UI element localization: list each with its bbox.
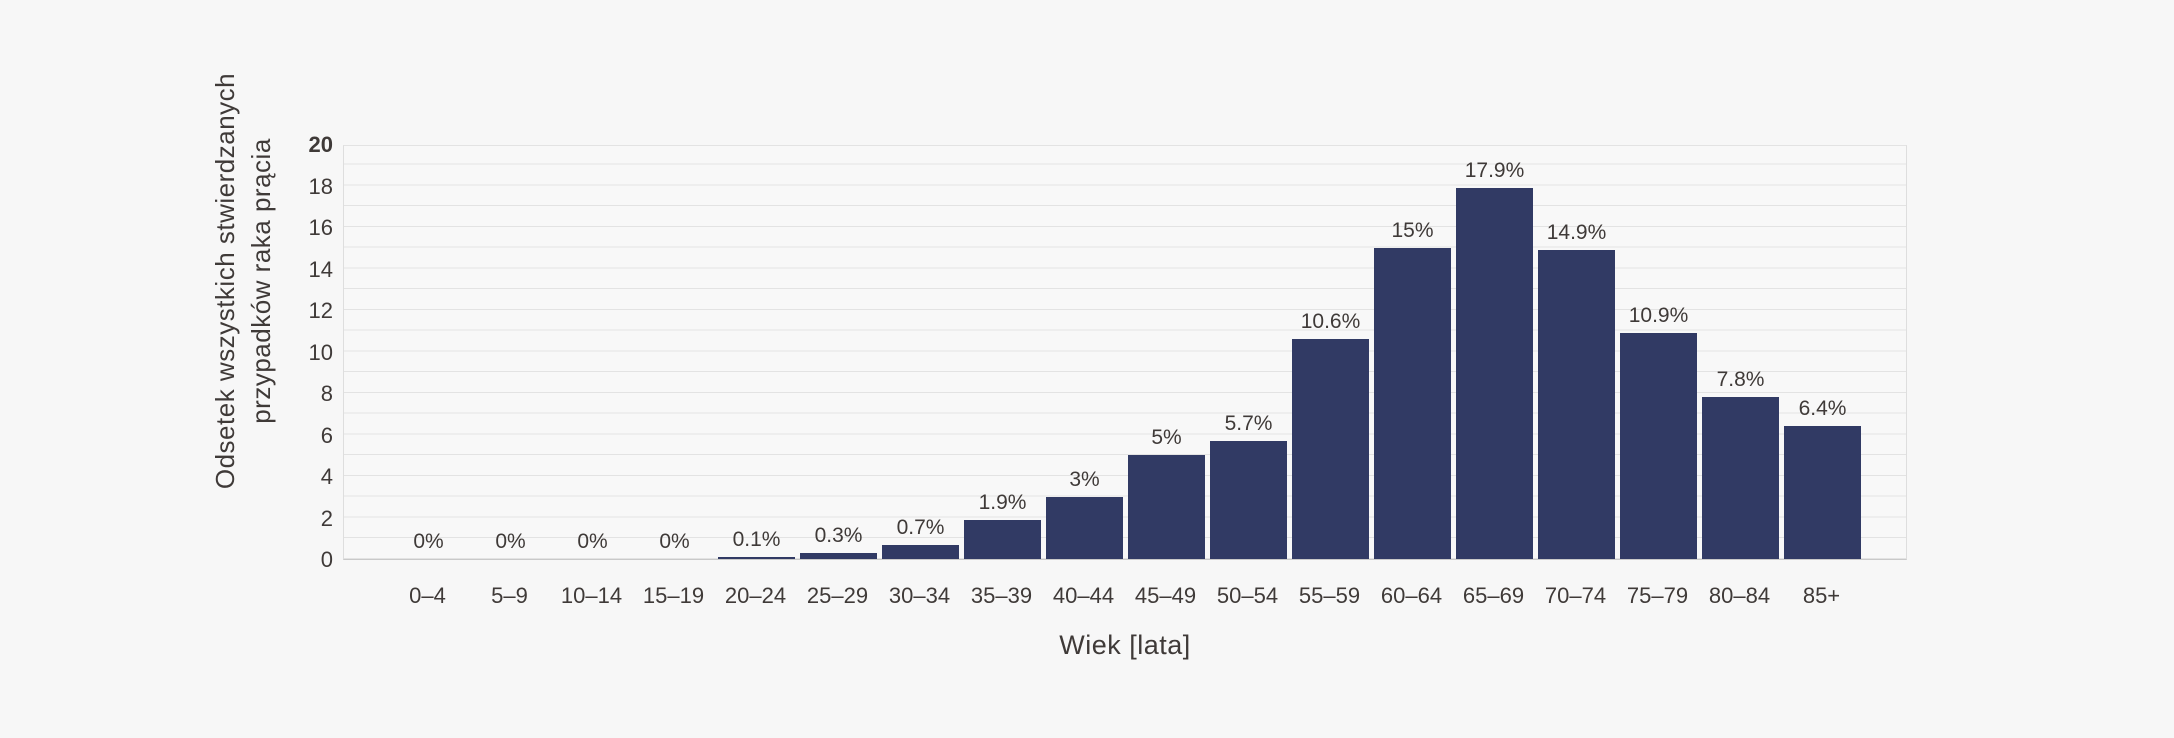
bar-column: 1.9%	[964, 146, 1041, 559]
bar-column: 10.9%	[1620, 146, 1697, 559]
y-tick-label: 8	[320, 381, 333, 406]
y-tick-label: 16	[308, 215, 333, 240]
bar	[1046, 496, 1123, 559]
bar-value-label: 0%	[577, 530, 608, 553]
y-tick-label: 20	[308, 132, 333, 157]
y-tick-label: 10	[308, 339, 333, 365]
bar	[1620, 332, 1697, 559]
x-tick-label: 80–84	[1708, 583, 1771, 608]
bar	[1702, 397, 1779, 559]
bar-column: 0.1%	[718, 146, 795, 559]
y-tick-label: 12	[308, 298, 333, 323]
bar	[1292, 339, 1369, 559]
x-axis-title: Wiek [lata]	[1059, 630, 1191, 660]
bar	[1784, 426, 1861, 559]
bar-value-label: 17.9%	[1464, 158, 1525, 182]
x-axis-ticks: 0–4 5–9 10–14 15–19 20–24 25–29 30–34 35–39 40–4…	[343, 561, 1907, 609]
bar-column: 15%	[1374, 146, 1451, 559]
x-tick-label: 20–24	[724, 583, 787, 608]
bar-value-label: 10.6%	[1300, 310, 1361, 333]
y-axis-ticks: 0 2 4 6 8 10 12 14 16 18 20	[0, 132, 333, 572]
x-tick-label: 35–39	[970, 583, 1033, 608]
x-tick-label: 75–79	[1626, 583, 1689, 608]
bar-value-label: 14.9%	[1546, 220, 1607, 244]
bar-value-label: 0%	[659, 530, 690, 553]
bar-column: 0.3%	[800, 146, 877, 559]
bar-column: 0%	[554, 146, 631, 559]
bar-value-label: 10.9%	[1628, 303, 1689, 327]
y-tick-label: 4	[320, 464, 333, 489]
bar	[718, 556, 795, 559]
y-tick-label: 0	[320, 547, 333, 572]
bar-column: 0%	[390, 146, 467, 559]
bar-value-label: 0.7%	[896, 515, 945, 539]
bar-value-label: 0%	[495, 530, 526, 553]
bar-column: 17.9%	[1456, 146, 1533, 559]
x-tick-label: 50–54	[1216, 583, 1279, 608]
x-tick-label: 65–69	[1462, 583, 1525, 608]
bar-value-label: 6.4%	[1798, 397, 1847, 421]
bar-column: 10.6%	[1292, 146, 1369, 559]
bar	[1538, 249, 1615, 559]
bar	[1456, 187, 1533, 559]
x-tick-label: 5–9	[491, 583, 528, 608]
bar-value-label: 0.3%	[814, 523, 863, 547]
bar-column: 14.9%	[1538, 146, 1615, 559]
bar-value-label: 5.7%	[1224, 411, 1273, 435]
x-tick-label: 70–74	[1544, 583, 1607, 608]
bar-value-label: 1.9%	[978, 490, 1027, 514]
y-tick-label: 2	[320, 505, 333, 531]
x-tick-label: 30–34	[888, 583, 951, 608]
x-tick-label: 10–14	[560, 583, 623, 608]
bar	[882, 544, 959, 559]
x-tick-label: 45–49	[1134, 583, 1197, 608]
bar	[964, 519, 1041, 559]
bar-column: 0%	[472, 146, 549, 559]
x-tick-label: 85+	[1802, 583, 1841, 608]
x-tick-label: 55–59	[1298, 583, 1361, 608]
bar-column: 6.4%	[1784, 146, 1861, 559]
bar	[800, 552, 877, 559]
bar-column: 7.8%	[1702, 146, 1779, 559]
bar	[1210, 440, 1287, 559]
plot-area: 0% 0% 0% 0% 0.1% 0.3% 0.7% 1.9% 3% 5% 5.7% 10.6% 15%…	[343, 145, 1907, 560]
y-tick-label: 18	[308, 173, 333, 199]
x-tick-label: 0–4	[409, 583, 446, 608]
bar-value-label: 0.1%	[732, 527, 781, 551]
bar-column: 5.7%	[1210, 146, 1287, 559]
y-tick-label: 6	[320, 422, 333, 448]
bar-value-label: 15%	[1391, 218, 1434, 242]
x-tick-label: 15–19	[642, 583, 705, 608]
bar-value-label: 0%	[413, 530, 444, 553]
bar-column: 3%	[1046, 146, 1123, 559]
bar	[1128, 455, 1205, 559]
x-tick-label: 40–44	[1052, 583, 1115, 608]
bar-value-label: 3%	[1069, 467, 1100, 491]
x-tick-label: 60–64	[1380, 583, 1443, 608]
bar-column: 0.7%	[882, 146, 959, 559]
bar-column: 0%	[636, 146, 713, 559]
bar-value-label: 7.8%	[1716, 368, 1765, 392]
bar-column: 5%	[1128, 146, 1205, 559]
x-tick-label: 25–29	[806, 583, 869, 608]
bar-value-label: 5%	[1151, 426, 1182, 450]
y-tick-label: 14	[308, 256, 333, 282]
bar	[1374, 247, 1451, 559]
bars-row: 0% 0% 0% 0% 0.1% 0.3% 0.7% 1.9% 3% 5% 5.7% 10.6% 15%…	[344, 146, 1906, 559]
